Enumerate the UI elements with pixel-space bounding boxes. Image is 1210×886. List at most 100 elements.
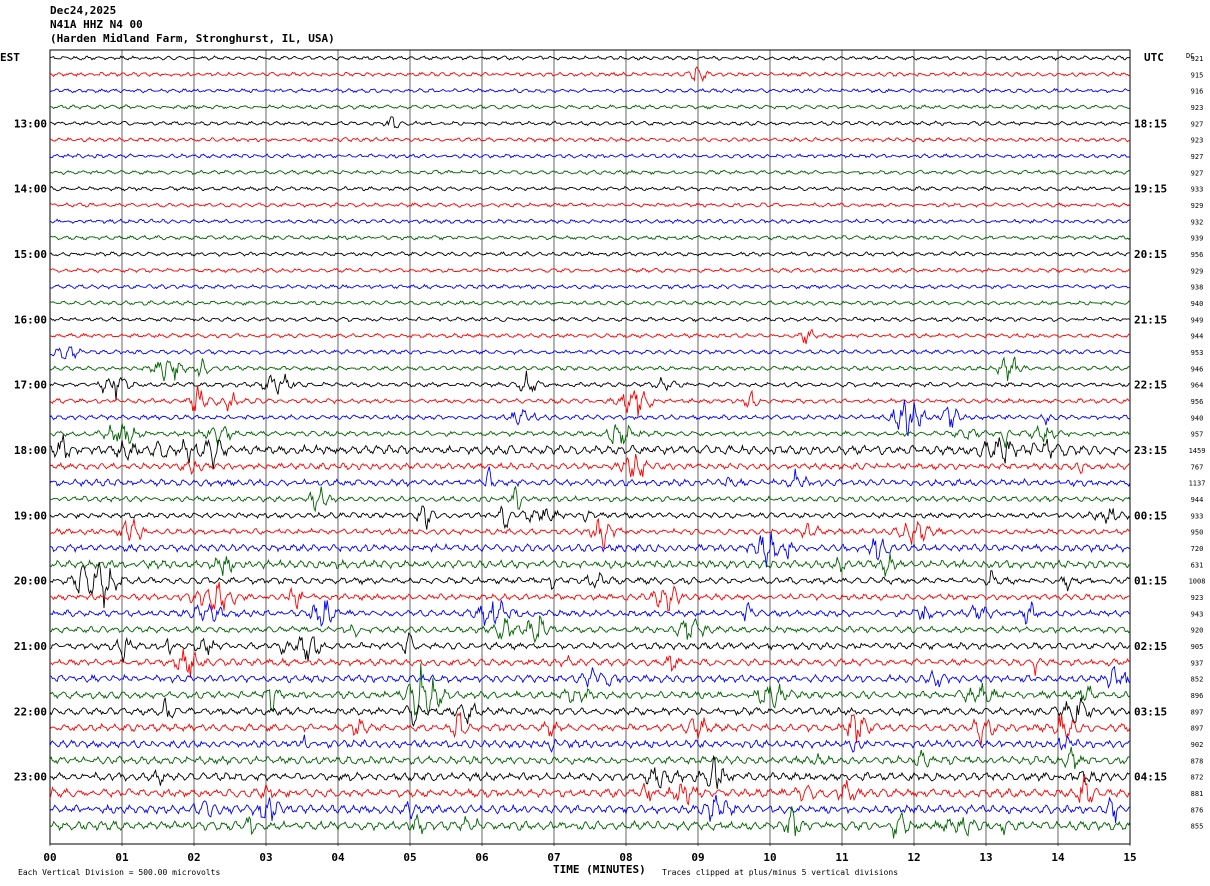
x-tick-label: 12 [907,851,920,864]
dc-label: 923 [1191,104,1204,112]
dc-label: 902 [1191,741,1204,749]
trace-30 [49,518,1131,549]
x-tick-label: 08 [619,851,632,864]
trace-19 [49,346,1131,360]
est-hour-label: 21:00 [14,640,47,653]
dc-label: 943 [1191,610,1204,618]
utc-hour-label: 22:15 [1134,379,1167,392]
traces [49,55,1131,839]
trace-1 [49,55,1131,61]
dc-label: 897 [1191,725,1204,733]
x-tick-label: 01 [115,851,129,864]
dc-label: 767 [1191,463,1204,471]
dc-label: 720 [1191,545,1204,553]
x-tick-label: 09 [691,851,704,864]
est-hour-label: 19:00 [14,509,47,522]
trace-5 [49,116,1130,129]
x-tick-label: 11 [835,851,849,864]
utc-axis-title: UTC [1144,51,1164,64]
dc-label: 927 [1191,120,1204,128]
x-tick-label: 00 [43,851,56,864]
x-tick-label: 03 [259,851,272,864]
trace-12 [49,234,1131,241]
x-tick-label: 07 [547,851,560,864]
trace-39 [49,665,1131,689]
trace-3 [49,87,1131,94]
trace-16 [49,300,1131,306]
trace-38 [49,648,1131,678]
dc-label: 949 [1191,316,1204,324]
utc-hour-label: 19:15 [1134,183,1167,196]
dc-label: 920 [1191,627,1204,635]
utc-hour-label: 01:15 [1134,575,1167,588]
dc-label: 940 [1191,414,1204,422]
x-axis-title: TIME (MINUTES) [553,863,646,876]
trace-31 [49,532,1131,568]
header-location: (Harden Midland Farm, Stronghurst, IL, U… [50,32,335,45]
trace-35 [49,599,1131,628]
est-hour-label: 23:00 [14,771,47,784]
dc-label: 933 [1191,186,1204,194]
trace-2 [49,66,1131,83]
trace-42 [49,712,1131,745]
trace-47 [49,794,1131,823]
trace-32 [49,553,1131,577]
dc-label: 953 [1191,349,1204,357]
x-tick-label: 02 [187,851,200,864]
utc-hour-label: 23:15 [1134,444,1167,457]
dc-label: 631 [1191,561,1204,569]
dc-label: 872 [1191,774,1204,782]
dc-label: 921 [1191,55,1204,63]
trace-4 [49,104,1131,110]
dc-label: 881 [1191,790,1204,798]
plot-frame [49,49,1131,845]
dc-label: 937 [1191,659,1204,667]
dc-label: 878 [1191,757,1204,765]
utc-hour-label: 04:15 [1134,771,1167,784]
dc-label: 855 [1191,823,1204,831]
dc-label: 923 [1191,594,1204,602]
dc-label: 1459 [1189,447,1206,455]
dc-label: 927 [1191,169,1204,177]
dc-label: 927 [1191,153,1204,161]
utc-hour-label: 00:15 [1134,509,1167,522]
trace-25 [49,434,1131,470]
trace-45 [49,754,1131,789]
trace-7 [49,153,1131,159]
est-hour-label: 16:00 [14,313,47,326]
trace-48 [49,806,1131,839]
clip-note: Traces clipped at plus/minus 5 vertical … [662,868,898,877]
trace-23 [49,399,1131,437]
trace-11 [49,218,1131,225]
dc-label: 852 [1191,676,1204,684]
trace-15 [49,283,1131,290]
trace-37 [49,632,1131,663]
utc-hour-label: 02:15 [1134,640,1167,653]
dc-label: 897 [1191,708,1204,716]
dc-label: 1137 [1189,480,1206,488]
dc-label: 964 [1191,382,1204,390]
dc-label: 946 [1191,365,1204,373]
utc-hour-label: 20:15 [1134,248,1167,261]
trace-27 [49,466,1131,488]
dc-axis-title: DC [1186,52,1194,60]
dc-label: 923 [1191,137,1204,145]
trace-10 [49,202,1131,208]
trace-34 [49,582,1131,612]
dc-label: 915 [1191,71,1204,79]
dc-label: 944 [1191,496,1204,504]
dc-label: 956 [1191,398,1204,406]
dc-label: 956 [1191,251,1204,259]
trace-21 [49,370,1131,401]
est-hour-label: 17:00 [14,379,47,392]
dc-label: 905 [1191,643,1204,651]
est-hour-label: 18:00 [14,444,47,457]
utc-hour-label: 03:15 [1134,705,1167,718]
trace-20 [49,356,1131,382]
est-hour-label: 15:00 [14,248,47,261]
trace-24 [49,423,1131,448]
trace-6 [49,136,1131,143]
trace-28 [49,485,1131,513]
x-tick-label: 06 [475,851,489,864]
